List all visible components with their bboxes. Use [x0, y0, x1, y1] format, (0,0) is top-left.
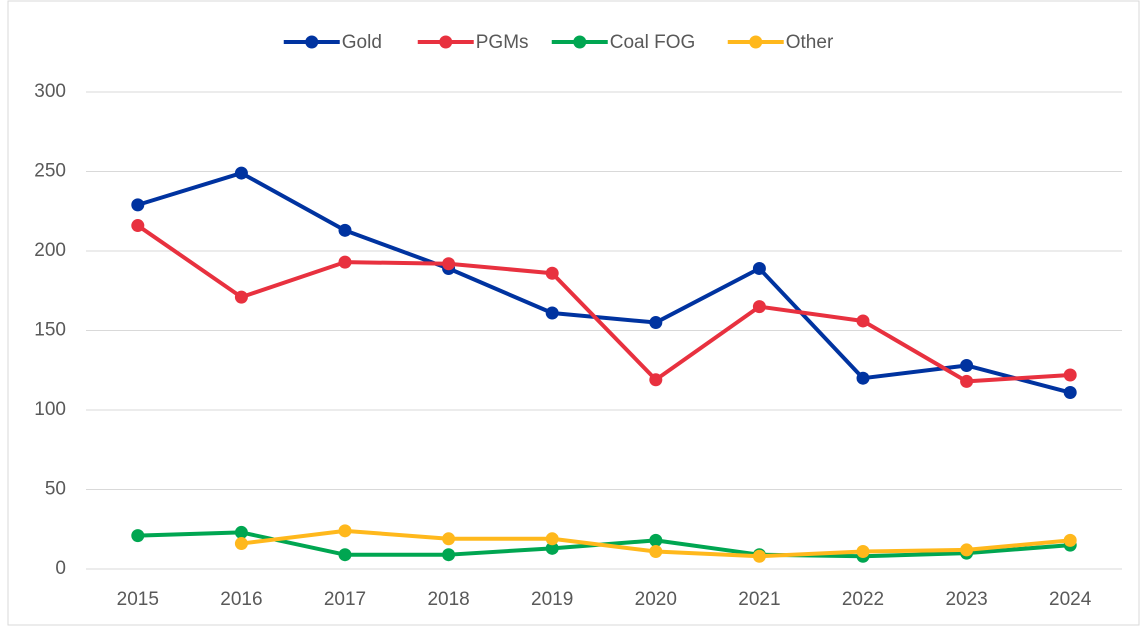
data-point	[649, 316, 663, 330]
data-point	[338, 255, 352, 269]
data-point	[856, 314, 870, 328]
data-point	[960, 543, 974, 557]
y-tick-label: 200	[34, 240, 66, 261]
data-point	[442, 532, 456, 546]
data-point	[752, 549, 766, 563]
series-line	[137, 171, 1071, 395]
data-point	[545, 266, 559, 280]
data-point	[338, 524, 352, 538]
data-point	[649, 373, 663, 387]
data-point	[234, 525, 248, 539]
y-tick-label: 0	[55, 558, 66, 579]
legend-label: Gold	[342, 32, 382, 53]
data-point	[234, 166, 248, 180]
x-tick-label: 2018	[427, 589, 469, 610]
data-point	[856, 371, 870, 385]
data-point	[131, 219, 145, 233]
data-point	[649, 545, 663, 559]
y-tick-label: 50	[45, 479, 66, 500]
y-tick-label: 250	[34, 161, 66, 182]
data-point	[338, 223, 352, 237]
data-point	[1063, 386, 1077, 400]
x-tick-label: 2023	[945, 589, 987, 610]
data-point	[752, 300, 766, 314]
data-point	[338, 548, 352, 562]
data-point	[545, 532, 559, 546]
data-point	[856, 545, 870, 559]
legend-swatch-marker	[749, 35, 763, 49]
x-tick-label: 2024	[1049, 589, 1092, 610]
legend-label: PGMs	[476, 32, 529, 53]
data-point	[131, 529, 145, 543]
series-line	[136, 223, 1071, 384]
data-point	[752, 261, 766, 275]
data-point	[1063, 533, 1077, 547]
data-point	[960, 374, 974, 388]
x-tick-label: 2016	[220, 589, 262, 610]
legend-swatch-marker	[305, 35, 319, 49]
data-point	[234, 290, 248, 304]
x-tick-label: 2022	[842, 589, 884, 610]
x-tick-label: 2017	[324, 589, 366, 610]
y-tick-label: 300	[34, 81, 66, 102]
data-point	[442, 548, 456, 562]
y-tick-label: 100	[34, 399, 66, 420]
x-tick-label: 2021	[738, 589, 780, 610]
legend-swatch-marker	[439, 35, 453, 49]
x-tick-label: 2019	[531, 589, 573, 610]
data-point	[442, 257, 456, 271]
data-point	[545, 541, 559, 555]
legend-label: Coal FOG	[610, 32, 696, 53]
data-point	[131, 198, 145, 212]
data-point	[234, 537, 248, 551]
x-tick-label: 2020	[635, 589, 677, 610]
legend-swatch-marker	[573, 35, 587, 49]
data-point	[960, 358, 974, 372]
x-tick-label: 2015	[117, 589, 159, 610]
data-point	[545, 306, 559, 320]
y-tick-label: 150	[34, 320, 66, 341]
legend-label: Other	[786, 32, 834, 53]
data-point	[649, 533, 663, 547]
data-point	[1063, 368, 1077, 382]
